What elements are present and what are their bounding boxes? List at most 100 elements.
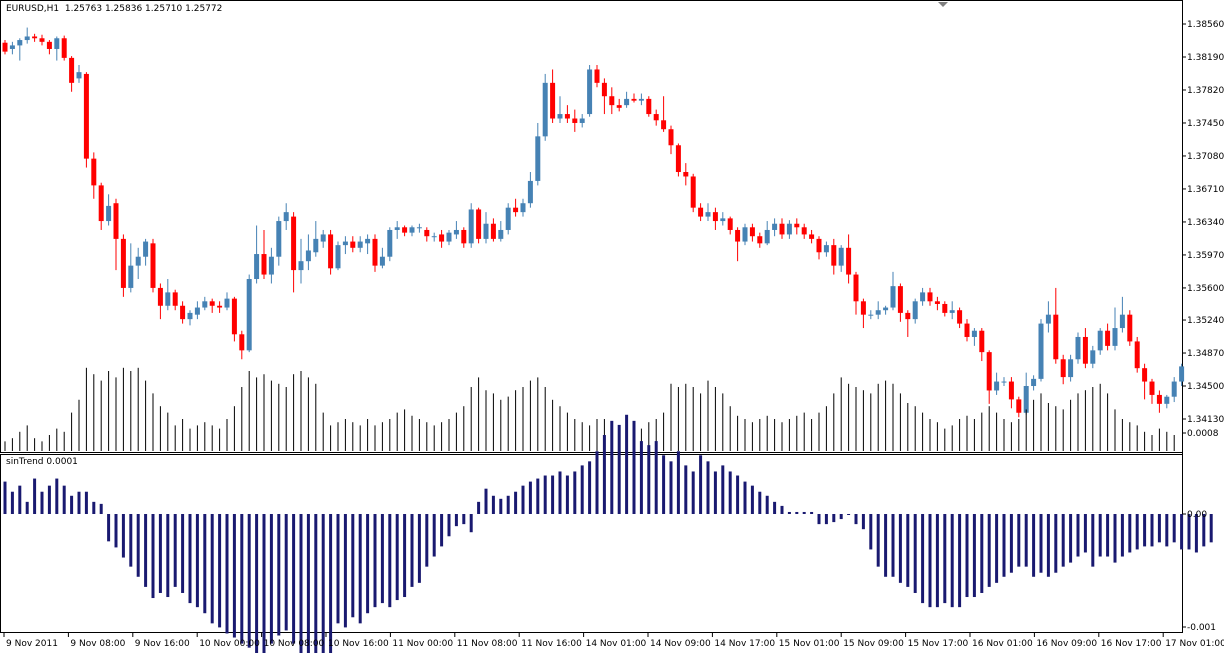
indicator-bar — [928, 514, 932, 608]
indicator-bar — [1128, 514, 1132, 553]
indicator-bar — [262, 514, 266, 653]
candle-body — [934, 301, 940, 304]
candle — [313, 221, 319, 257]
candle — [490, 218, 496, 242]
candle-body — [779, 223, 785, 235]
candle-body — [54, 38, 60, 49]
candle-body — [927, 292, 933, 302]
candle-body — [883, 307, 889, 311]
indicator-bar — [62, 485, 66, 514]
candle-body — [180, 305, 186, 320]
candle — [942, 301, 948, 317]
price-tick-label: 1.37450 — [1187, 119, 1224, 129]
candle-body — [661, 120, 667, 130]
candle-body — [772, 223, 778, 230]
time-tick-label: 9 Nov 16:00 — [135, 639, 190, 649]
indicator-bar — [743, 481, 747, 514]
indicator-bar — [1032, 514, 1036, 577]
indicator-bar — [1098, 514, 1102, 557]
indicator-tick-label: 0.0008 — [1187, 429, 1219, 439]
chart-shift-marker-icon[interactable] — [938, 2, 948, 7]
candle — [335, 241, 341, 271]
candle-body — [1097, 330, 1103, 351]
candle-body — [675, 145, 681, 173]
indicator-bar — [950, 514, 954, 608]
candle-body — [231, 298, 237, 335]
candle — [1023, 372, 1029, 415]
indicator-bar — [1106, 514, 1110, 557]
indicator-bar — [1076, 514, 1080, 557]
candle-body — [91, 158, 97, 186]
indicator-bar — [462, 514, 466, 525]
candle-body — [631, 98, 637, 101]
symbol-name: EURUSD,H1 — [6, 4, 60, 14]
candle — [365, 234, 371, 255]
indicator-info: sinTrend 0.0001 — [6, 457, 78, 467]
candle — [1001, 377, 1007, 387]
candle-body — [61, 38, 67, 58]
indicator-bar — [691, 471, 695, 514]
candle-body — [217, 305, 223, 308]
candle — [587, 65, 593, 117]
indicator-tick-label: -0.001 — [1187, 623, 1216, 633]
candle — [217, 301, 223, 313]
candle-body — [135, 256, 141, 266]
indicator-bar — [1083, 514, 1087, 553]
candle-body — [39, 38, 45, 42]
candle — [91, 152, 97, 199]
candle-body — [394, 227, 400, 230]
candle-body — [646, 98, 652, 115]
candle-body — [224, 298, 230, 308]
candle-body — [187, 312, 193, 320]
time-tick-label: 11 Nov 00:00 — [392, 639, 453, 649]
indicator-name: sinTrend — [6, 457, 44, 467]
candle — [224, 292, 230, 311]
candle — [1053, 287, 1059, 364]
candle-body — [17, 40, 23, 46]
candle — [468, 203, 474, 248]
candle-body — [298, 261, 304, 271]
indicator-bar — [1024, 514, 1028, 567]
indicator-bar — [506, 495, 510, 514]
indicator-bar — [218, 514, 222, 628]
indicator-bar — [366, 514, 370, 614]
candle-body — [1119, 314, 1125, 329]
candle — [416, 223, 422, 233]
candle — [424, 227, 430, 242]
candle-body — [1008, 381, 1014, 400]
candle — [483, 212, 489, 244]
indicator-bar — [832, 514, 836, 523]
indicator-bar — [99, 503, 103, 514]
time-tick-label: 15 Nov 17:00 — [908, 639, 969, 649]
candle — [616, 98, 622, 112]
candle-body — [846, 247, 852, 275]
candle-body — [1053, 314, 1059, 360]
candle — [579, 114, 585, 128]
candle-body — [1023, 386, 1029, 413]
candle-body — [69, 57, 75, 83]
ohlc-open: 1.25763 — [64, 4, 103, 14]
candle-body — [209, 301, 215, 306]
time-tick-label: 15 Nov 09:00 — [843, 639, 904, 649]
candle — [994, 372, 1000, 395]
candle — [1127, 310, 1133, 346]
indicator-bar — [514, 491, 518, 514]
candle-body — [439, 234, 445, 242]
candle — [853, 271, 859, 315]
indicator-bar — [425, 514, 429, 567]
candle-body — [838, 247, 844, 266]
candle — [1105, 323, 1111, 351]
candle-body — [2, 42, 8, 52]
candle-body — [527, 180, 533, 204]
candle-body — [897, 286, 903, 313]
indicator-bar — [869, 514, 873, 550]
indicator-bar — [70, 495, 74, 514]
indicator-bar — [321, 514, 325, 653]
candle — [875, 301, 881, 320]
candle — [150, 238, 156, 293]
indicator-bar — [1180, 514, 1184, 550]
candle-body — [513, 207, 519, 213]
candle — [439, 229, 445, 248]
candle-body — [683, 172, 689, 177]
candle-body — [32, 36, 38, 39]
